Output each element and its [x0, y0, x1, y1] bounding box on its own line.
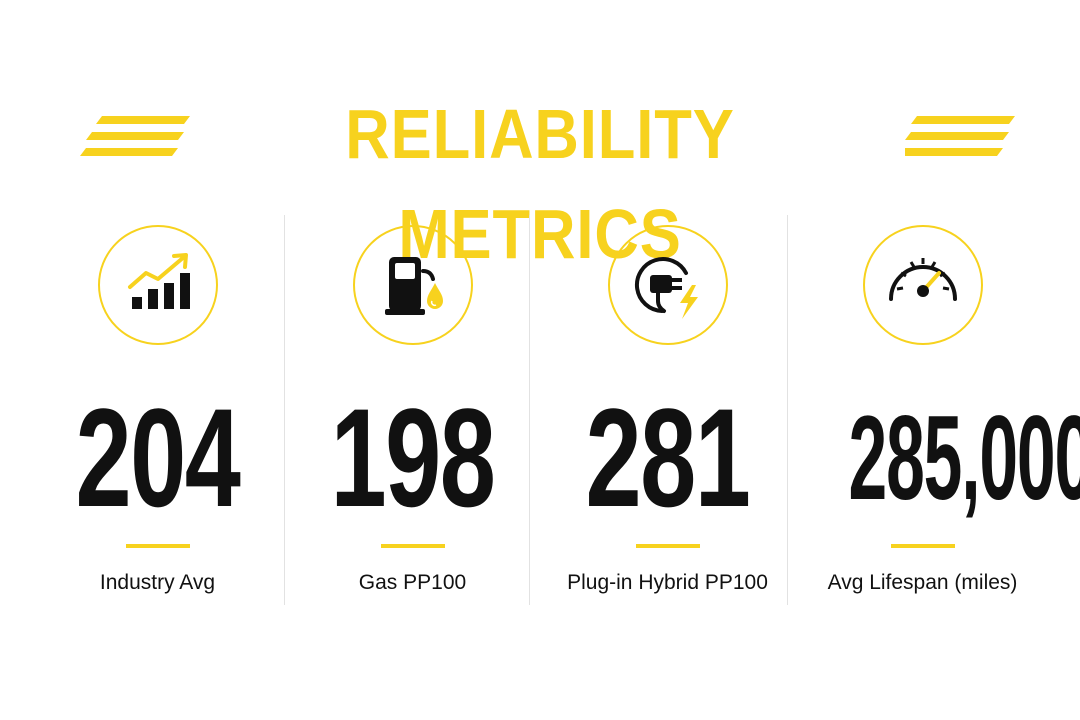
- metric-underline: [635, 544, 700, 548]
- metric-label: Plug-in Hybrid PP100: [567, 571, 768, 594]
- metric-avg-lifespan: 285,000 Avg Lifespan (miles): [795, 215, 1080, 605]
- column-divider: [787, 215, 788, 605]
- column-divider: [284, 215, 285, 605]
- metric-value: 198: [330, 379, 496, 536]
- metric-label: Avg Lifespan (miles): [827, 571, 1018, 594]
- column-divider: [529, 215, 530, 605]
- decorative-stripes-right: [905, 116, 1015, 156]
- metric-underline: [890, 544, 955, 548]
- metric-value: 281: [585, 379, 751, 536]
- decorative-stripes-left: [80, 116, 190, 156]
- metric-label: Industry Avg: [99, 571, 216, 594]
- metric-industry-avg: 204 Industry Avg: [30, 215, 285, 605]
- plug-lightning-icon: [607, 225, 728, 345]
- metric-value: 204: [75, 379, 241, 536]
- title-row: RELIABILITY METRICS: [0, 84, 1080, 273]
- metric-underline: [125, 544, 190, 548]
- metric-label: Gas PP100: [358, 571, 467, 594]
- metric-value: 285,000: [848, 391, 1080, 525]
- fuel-pump-icon: [352, 225, 473, 345]
- page-title: RELIABILITY METRICS: [345, 95, 735, 273]
- metric-underline: [380, 544, 445, 548]
- metrics-row: 204 Industry Avg 198 Gas PP100: [30, 215, 1080, 605]
- metric-gas-pp100: 198 Gas PP100: [285, 215, 540, 605]
- metric-plug-in-hybrid-pp100: 281 Plug-in Hybrid PP100: [540, 215, 795, 605]
- trend-up-bar-chart-icon: [97, 225, 218, 345]
- speedometer-icon: [862, 225, 983, 345]
